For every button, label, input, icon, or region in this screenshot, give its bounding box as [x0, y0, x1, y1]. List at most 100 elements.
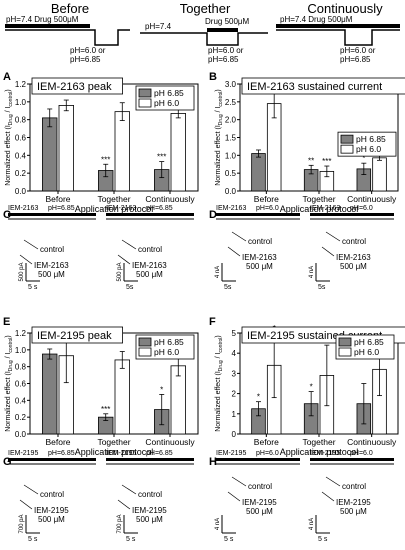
trace-g-control-arrow: [23, 484, 39, 495]
chart-a-significance: ***: [101, 155, 110, 164]
trace-d-conc-label: 500 μM: [340, 262, 367, 271]
trace-g-drug-label: IEM-2195: [132, 506, 167, 515]
trace-h-drug-bar: [216, 458, 300, 461]
chart-a-bar-ph60: [114, 111, 130, 192]
trace-c-control-arrow: [121, 239, 137, 250]
chart-f-ylabel: Normalized effect (IDrug / Icontrol): [215, 335, 224, 432]
chart-a-xtick-label: Before: [45, 194, 70, 204]
chart-b-title-box: [241, 77, 405, 95]
trace-c-drug-bar: [106, 213, 194, 216]
trace-h-scale-x-label: 5 s: [224, 536, 234, 543]
chart-b-ylabel-sub: Drug: [218, 114, 224, 125]
protocol-drug-bar-before: [5, 24, 90, 28]
chart-e-ylabel-sub2: control: [8, 338, 14, 353]
trace-d-control-arrow: [325, 231, 341, 242]
chart-f-significance: *: [310, 383, 313, 392]
chart-b-significance: *: [362, 154, 365, 163]
panel-letter-g: G: [3, 456, 12, 468]
trace-c-drug-bar: [8, 213, 96, 216]
protocol-label-together-top-right: Drug 500μM: [205, 17, 250, 26]
protocol-header-before: Before: [51, 1, 89, 16]
trace-c-control-label: control: [138, 245, 162, 254]
chart-b-xtick-label: Before: [254, 194, 279, 204]
trace-d-scale-y-label: 4 nA: [309, 266, 315, 278]
chart-e-bar-ph60: [114, 359, 130, 435]
trace-h-control-arrow: [325, 476, 341, 487]
trace-g-drug-tag: IEM-2195: [106, 450, 136, 457]
chart-e-significance: *: [160, 385, 163, 394]
trace-d-drug-label: IEM-2163: [336, 253, 371, 262]
trace-d-drug-bar: [310, 213, 394, 216]
trace-g-scale-x-label: 5 s: [126, 536, 136, 543]
trace-g-drug-label: IEM-2195: [34, 506, 69, 515]
protocol-label-before-bottom-1: pH=6.0 or: [70, 46, 106, 55]
trace-d-control-label: control: [342, 237, 366, 246]
trace-d-conc-label: 500 μM: [246, 262, 273, 271]
chart-e-ylabel-main: Normalized effect (I: [5, 371, 12, 432]
trace-h-drug-bar: [310, 458, 394, 461]
chart-a-ytick-label: 0.4: [15, 151, 27, 160]
trace-g-drug-bar: [106, 458, 194, 461]
trace-g-control-arrow: [121, 484, 137, 495]
trace-d-drug-bar: [216, 213, 300, 216]
chart-b-bar-ph60: [372, 157, 387, 192]
chart-a-ylabel: Normalized effect (IDrug / Icontrol): [5, 89, 14, 186]
chart-e-xtick-label: Continuously: [145, 437, 195, 447]
chart-b-ytick-label: 1.0: [225, 151, 237, 160]
chart-e-title: IEM-2195 peak: [37, 330, 112, 342]
chart-a-ytick-label: 1.0: [15, 98, 27, 107]
chart-b-xtick-label: Together: [302, 194, 335, 204]
trace-d-drug-label: IEM-2163: [242, 253, 277, 262]
chart-b-ylabel-main: Normalized effect (I: [215, 125, 222, 186]
chart-e-ylabel: Normalized effect (IDrug / Icontrol): [5, 335, 14, 432]
chart-e-ytick-label: 0.4: [15, 396, 27, 405]
trace-g-drug-arrow: [117, 499, 131, 510]
chart-f-significance: *: [257, 393, 260, 402]
protocol-trace-together: [140, 32, 268, 46]
chart-a-title-box: [31, 77, 123, 95]
chart-b-legend-label: pH 6.0: [356, 144, 381, 154]
protocol-drug-bar-continuously: [276, 24, 400, 28]
protocol-label-together-bottom-2: pH=6.85: [208, 55, 239, 64]
chart-b-legend-swatch: [340, 134, 354, 144]
chart-a-legend-label: pH 6.0: [154, 98, 179, 108]
chart-e-ytick-label: 0.2: [15, 413, 27, 422]
chart-f-xtick-label: Continuously: [347, 437, 397, 447]
trace-d-ph-tag: pH=6.0: [350, 205, 373, 212]
trace-c-drug-label: IEM-2163: [132, 261, 167, 270]
trace-c-control-label: control: [40, 245, 64, 254]
trace-d-ph-tag: pH=6.0: [256, 205, 279, 212]
chart-b-legend-label: pH 6.85: [356, 134, 386, 144]
protocol-trace-before: [5, 29, 130, 46]
trace-d-drug-tag: IEM-2163: [310, 205, 340, 212]
chart-e-legend-swatch: [138, 337, 152, 347]
panel-letter-h: H: [209, 456, 217, 468]
chart-a-xlabel: Application protocol: [75, 204, 154, 214]
trace-d-control-arrow: [231, 231, 247, 242]
panel-letter-a: A: [3, 71, 11, 83]
trace-g-conc-label: 500 μM: [136, 515, 163, 524]
trace-c-scale-y-label: 500 pA: [19, 262, 25, 281]
chart-e-title-box: [31, 326, 123, 344]
trace-h-control-label: control: [248, 482, 272, 491]
chart-b-ylabel: Normalized effect (IDrug / Icontrol): [215, 89, 224, 186]
chart-a-legend-swatch: [138, 98, 152, 108]
trace-c-conc-label: 500 μM: [136, 270, 163, 279]
chart-b-ytick-label: 3.0: [225, 80, 237, 89]
trace-g-conc-label: 500 μM: [38, 515, 65, 524]
chart-b-ytick-label: 2.5: [225, 98, 237, 107]
chart-b-significance: ***: [322, 157, 331, 166]
chart-e-significance: ***: [101, 405, 110, 414]
protocol-label-before-bottom-2: pH=6.85: [70, 55, 101, 64]
chart-b-bar-ph685: [251, 153, 266, 192]
chart-f-ytick-label: 0: [232, 430, 237, 439]
